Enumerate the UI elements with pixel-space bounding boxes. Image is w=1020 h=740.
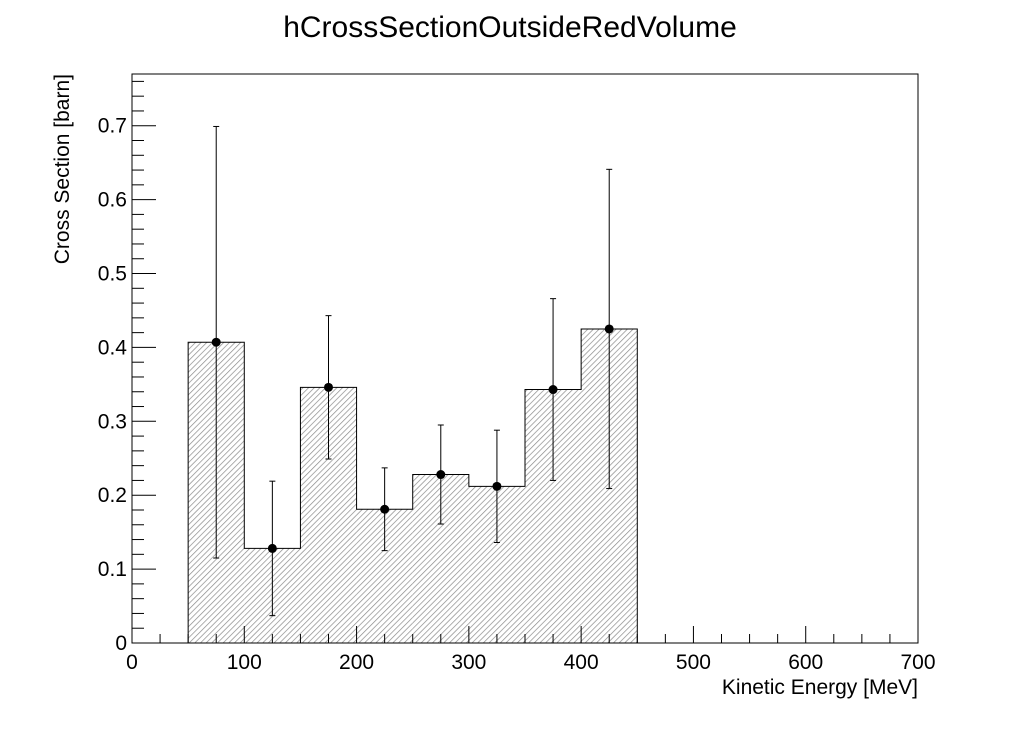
y-tick-label: 0.2 <box>98 484 127 507</box>
x-axis-ticks: 0 100 200 300 400 500 600 700 <box>126 626 936 674</box>
data-point <box>380 504 390 514</box>
y-axis-label: Cross Section [barn] <box>51 74 74 264</box>
x-tick-label: 400 <box>564 651 599 674</box>
y-axis-ticks: 0 0.1 0.2 0.3 0.4 0.5 0.6 0.7 <box>98 80 156 655</box>
y-tick-label: 0.1 <box>98 558 127 581</box>
y-tick-label: 0.4 <box>98 336 128 359</box>
data-points <box>211 324 614 553</box>
data-point <box>324 382 333 392</box>
y-tick-label: 0.7 <box>98 115 127 138</box>
data-point <box>436 470 446 480</box>
x-tick-label: 300 <box>451 651 486 674</box>
y-tick-label: 0.6 <box>98 189 127 212</box>
histogram-bars <box>187 328 638 643</box>
chart-title: hCrossSectionOutsideRedVolume <box>283 11 737 44</box>
histogram-outline <box>187 328 638 643</box>
x-tick-label: 700 <box>900 651 935 674</box>
data-point <box>604 324 614 334</box>
x-tick-label: 600 <box>788 651 823 674</box>
x-tick-label: 500 <box>676 651 711 674</box>
data-point <box>548 385 558 395</box>
x-tick-label: 0 <box>126 651 138 674</box>
data-point <box>211 337 221 347</box>
y-tick-label: 0.5 <box>98 263 127 286</box>
data-point <box>492 481 502 491</box>
x-tick-label: 200 <box>339 651 374 674</box>
x-axis-label: Kinetic Energy [MeV] <box>722 676 918 699</box>
data-point <box>267 543 277 553</box>
y-tick-label: 0 <box>115 632 127 655</box>
x-tick-label: 100 <box>227 651 262 674</box>
y-tick-label: 0.3 <box>98 410 127 433</box>
